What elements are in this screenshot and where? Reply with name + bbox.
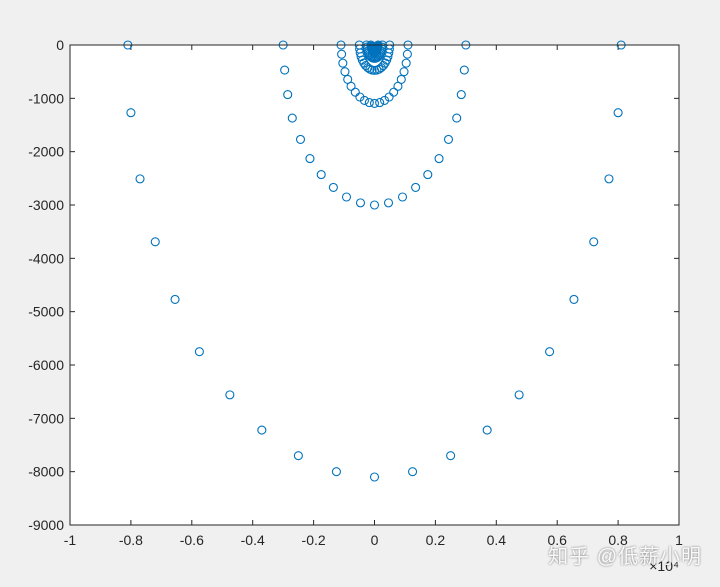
- data-point: [396, 74, 406, 84]
- data-point: [341, 192, 352, 202]
- data-point: [287, 113, 297, 123]
- data-point: [350, 87, 360, 97]
- x-tick-label: 0: [371, 532, 379, 548]
- data-point: [423, 170, 433, 180]
- x-tick-label: 0.8: [608, 532, 628, 548]
- data-point: [397, 192, 408, 202]
- x-tick-label: 0.4: [487, 532, 507, 548]
- data-point: [389, 87, 399, 97]
- data-point: [337, 49, 347, 59]
- series-2: [278, 40, 471, 210]
- y-tick-label: -2000: [28, 144, 64, 160]
- data-point: [569, 294, 579, 304]
- data-point: [331, 467, 341, 477]
- x-tick-label: -0.4: [241, 532, 265, 548]
- data-point: [446, 451, 456, 461]
- data-point: [369, 200, 380, 210]
- y-tick-label: -7000: [28, 410, 64, 426]
- x-multiplier-label: ×10⁴: [649, 558, 679, 574]
- data-point: [135, 174, 145, 184]
- series-1: [123, 40, 626, 482]
- data-point: [150, 237, 160, 247]
- x-axis-ticks: -1 -0.8 -0.6 -0.4 -0.2 0 0.2 0.4 0.6 0.8 1: [64, 45, 683, 548]
- data-point: [340, 67, 350, 77]
- data-point: [482, 425, 492, 435]
- x-tick-label: 0.6: [547, 532, 567, 548]
- data-point: [411, 182, 421, 192]
- series-6: [366, 40, 383, 56]
- data-point: [194, 347, 204, 357]
- data-point: [443, 134, 454, 144]
- data-point: [305, 154, 315, 164]
- data-point: [369, 98, 380, 108]
- data-point: [375, 98, 385, 108]
- x-axis-multiplier: ×10⁴: [649, 558, 679, 574]
- data-point: [293, 451, 303, 461]
- y-tick-label: -3000: [28, 197, 64, 213]
- data-point: [459, 65, 469, 75]
- data-point: [316, 170, 326, 180]
- y-tick-label: -8000: [28, 464, 64, 480]
- x-tick-label: 0.2: [426, 532, 446, 548]
- data-point: [434, 154, 444, 164]
- data-point: [283, 90, 293, 100]
- data-point: [364, 98, 374, 108]
- data-point: [399, 67, 409, 77]
- x-tick-label: -0.8: [119, 532, 143, 548]
- watermark-text: 知乎 @低薪小明: [548, 546, 702, 568]
- x-tick-label: -1: [64, 532, 77, 548]
- y-tick-label: 0: [56, 37, 64, 53]
- y-tick-label: -5000: [28, 304, 64, 320]
- data-point: [355, 198, 366, 208]
- y-tick-label: -4000: [28, 250, 64, 266]
- x-tick-label: -0.2: [302, 532, 326, 548]
- data-point: [257, 425, 267, 435]
- data-point: [338, 58, 348, 68]
- data-point: [328, 182, 338, 192]
- data-point: [456, 90, 466, 100]
- data-point: [170, 294, 180, 304]
- data-point: [452, 113, 462, 123]
- y-tick-label: -1000: [28, 90, 64, 106]
- data-point: [359, 95, 370, 106]
- data-point: [280, 65, 290, 75]
- data-point: [295, 134, 306, 144]
- data-point: [514, 390, 524, 400]
- data-point: [384, 92, 394, 102]
- data-point: [383, 198, 394, 208]
- data-point: [589, 237, 599, 247]
- y-tick-label: -9000: [28, 517, 64, 533]
- data-point: [613, 108, 623, 118]
- data-point: [225, 390, 235, 400]
- y-tick-label: -6000: [28, 357, 64, 373]
- plot-frame: [69, 44, 680, 526]
- y-axis-ticks: 0 -1000 -2000 -3000 -4000 -5000 -6000 -7000 -800…: [28, 37, 679, 533]
- data-point: [545, 347, 555, 357]
- plot-background: [70, 45, 679, 525]
- x-tick-label: 1: [675, 532, 683, 548]
- data-point: [408, 467, 418, 477]
- series-3: [336, 40, 413, 108]
- data-point: [346, 81, 356, 91]
- data-point: [402, 49, 412, 59]
- data-point: [126, 108, 136, 118]
- x-tick-label: -0.6: [180, 532, 204, 548]
- data-point: [369, 472, 380, 482]
- data-point: [604, 174, 614, 184]
- data-point: [401, 58, 411, 68]
